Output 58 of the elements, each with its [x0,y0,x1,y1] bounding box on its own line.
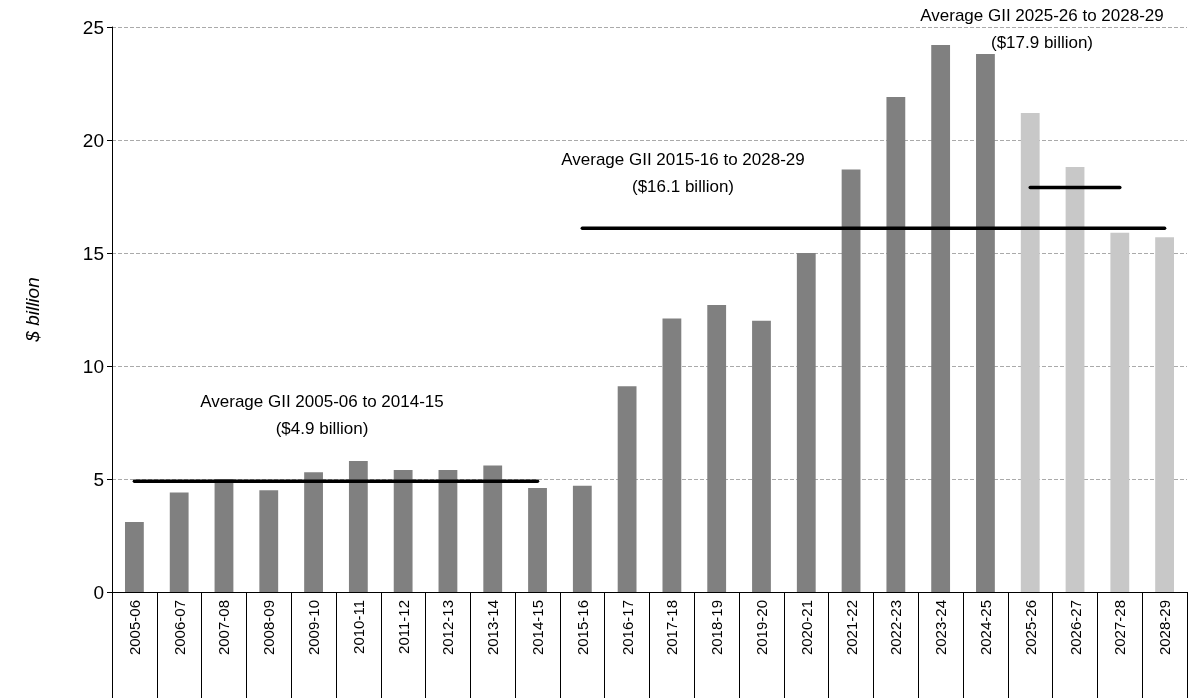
bar [214,479,234,592]
annotation: Average GII 2015-16 to 2028-29 ($16.1 billion) [561,150,805,196]
bar [1110,232,1130,592]
x-tick-label: 2022-23 [887,600,905,656]
bar [438,469,458,592]
bar [572,485,592,592]
x-tick-label: 2026-27 [1066,600,1084,656]
bar [617,386,637,592]
x-tick-label: 2015-16 [573,600,591,656]
annotation: Average GII 2005-06 to 2014-15 ($4.9 billion) [200,392,444,438]
bar [752,320,771,592]
x-tick-label: 2009-10 [305,600,323,656]
y-tick-label: 20 [82,129,104,151]
x-tick-label: 2028-29 [1156,600,1174,656]
x-tick-label: 2019-20 [752,600,770,656]
bar [169,492,189,592]
x-tick-label: 2008-09 [260,600,278,656]
x-tick-label: 2006-07 [170,600,188,656]
x-tick-label: 2005-06 [125,600,143,656]
x-tick-label: 2020-21 [797,600,815,656]
bar [393,469,413,592]
x-tick-label: 2017-18 [663,600,681,656]
y-tick-label: 25 [82,16,104,38]
bar [304,472,323,592]
x-tick-label: 2007-08 [215,600,233,656]
bar [124,521,144,592]
y-tick-label: 5 [93,468,104,490]
x-tick-label: 2024-25 [976,600,994,656]
bar [1020,112,1040,592]
y-tick-label: 10 [82,355,104,377]
x-tick-label: 2010-11 [349,600,367,654]
annotation: Average GII 2025-26 to 2028-29 ($17.9 billion) [920,6,1164,52]
bar [528,488,547,592]
bar [931,45,951,592]
x-tick-label: 2023-24 [932,600,950,656]
x-tick-label: 2014-15 [529,600,547,656]
x-tick-label: 2027-28 [1111,600,1129,656]
x-tick-label: 2013-14 [484,600,502,656]
bar [796,253,816,592]
y-tick-label: 0 [93,581,104,603]
bar [483,465,503,592]
x-tick-label: 2021-22 [842,600,860,656]
bar [976,54,995,592]
bar [841,169,861,592]
bar [1065,167,1085,592]
bar [662,318,682,592]
x-tick-label: 2012-13 [439,600,457,656]
bar [1155,237,1175,592]
bar [886,97,906,592]
y-axis-title: $ billion [22,277,43,343]
x-tick-label: 2018-19 [708,600,726,656]
x-tick-label: 2016-17 [618,600,636,656]
bar [707,304,727,592]
x-tick-label: 2011-12 [394,600,412,654]
bar [348,460,368,592]
x-tick-label: 2025-26 [1021,600,1039,656]
bar [259,490,279,592]
y-tick-label: 15 [82,242,104,264]
